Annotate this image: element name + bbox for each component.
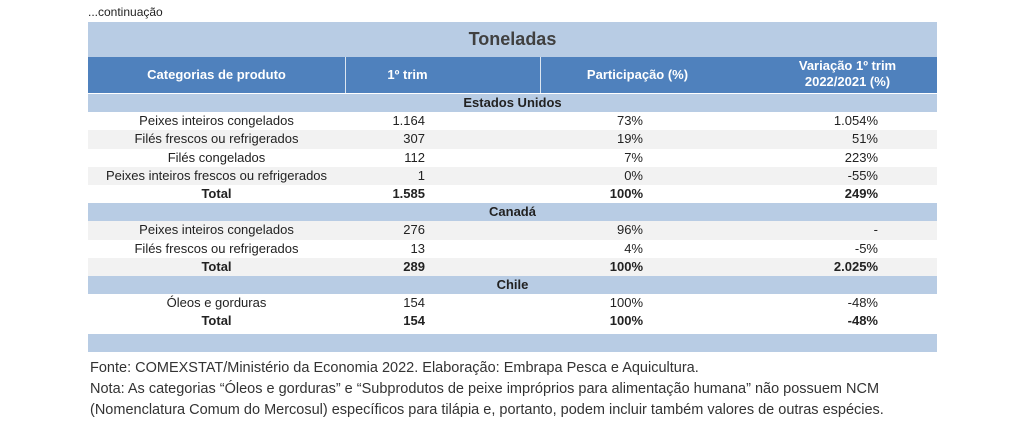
total-cell: 2.025% xyxy=(833,258,878,274)
table-cell: 223% xyxy=(844,149,878,165)
column-header-line: 2022/2021 (%) xyxy=(804,74,891,89)
table-footer-band xyxy=(88,334,937,352)
table-cell: Óleos e gorduras xyxy=(166,295,267,311)
column-header: 1º trim xyxy=(387,67,428,82)
table-cell: 96% xyxy=(616,222,643,238)
footnote: Nota: As categorias “Óleos e gorduras” e… xyxy=(90,381,880,397)
divider xyxy=(345,57,346,93)
table-cell: 1.054% xyxy=(833,113,878,129)
table-cell: 307 xyxy=(403,131,425,147)
row-shade xyxy=(88,130,937,149)
table-cell: 100% xyxy=(609,295,643,311)
section-band xyxy=(88,276,937,295)
table-cell: 13 xyxy=(410,240,425,256)
table-cell: 0% xyxy=(624,167,643,183)
section-title: Canadá xyxy=(489,204,536,220)
table-cell: 73% xyxy=(616,113,643,129)
table-cell: Filés congelados xyxy=(167,149,266,165)
table-cell: 112 xyxy=(404,149,425,165)
table-cell: 4% xyxy=(624,240,643,256)
total-cell: 249% xyxy=(844,186,878,201)
divider xyxy=(540,57,541,93)
table-cell: -5% xyxy=(854,240,878,256)
column-header-line: Variação 1º trim xyxy=(798,58,897,73)
table-cell: Peixes inteiros frescos ou refrigerados xyxy=(105,167,328,183)
table-cell: Peixes inteiros congelados xyxy=(139,113,294,129)
table-cell: 154 xyxy=(403,295,425,311)
table-cell: 1 xyxy=(417,167,425,183)
table-title: Toneladas xyxy=(88,22,937,57)
total-cell: -48% xyxy=(847,313,878,329)
table-cell: 7% xyxy=(624,149,643,165)
total-cell: 154 xyxy=(403,313,425,329)
column-header: Categorias de produto xyxy=(147,67,286,82)
table-cell: 19% xyxy=(616,131,643,147)
column-header: Participação (%) xyxy=(586,67,689,82)
column-header: Variação 1º trim 2022/2021 (%) xyxy=(760,58,935,90)
table-cell: Peixes inteiros congelados xyxy=(139,222,294,238)
total-cell: 100% xyxy=(609,313,643,329)
row-shade xyxy=(88,166,937,185)
total-cell: Total xyxy=(201,186,232,201)
total-cell: Total xyxy=(201,313,232,329)
table-cell: 1.164 xyxy=(392,113,425,129)
table-cell: 51% xyxy=(851,131,878,147)
row-shade xyxy=(88,257,937,276)
total-cell: 100% xyxy=(609,258,643,274)
row-shade xyxy=(88,221,937,240)
section-band xyxy=(88,203,937,222)
total-cell: Total xyxy=(201,258,232,274)
table-cell: 276 xyxy=(403,222,425,238)
section-title: Chile xyxy=(496,277,529,292)
table-cell: -48% xyxy=(847,295,878,311)
footnote: (Nomenclatura Comum do Mercosul) específ… xyxy=(90,402,884,418)
total-cell: 100% xyxy=(609,186,643,201)
continuation: ...continuação xyxy=(88,5,163,19)
table-cell: -55% xyxy=(847,167,878,183)
table-cell: - xyxy=(873,222,878,238)
header-row xyxy=(88,57,937,93)
total-cell: 289 xyxy=(403,258,425,274)
footnote: Fonte: COMEXSTAT/Ministério da Economia … xyxy=(90,360,699,376)
section-title: Estados Unidos xyxy=(463,95,562,110)
section-band xyxy=(88,94,937,113)
table-cell: Filés frescos ou refrigerados xyxy=(134,240,299,256)
table-cell: Filés frescos ou refrigerados xyxy=(134,131,299,147)
total-cell: 1.585 xyxy=(392,186,425,201)
